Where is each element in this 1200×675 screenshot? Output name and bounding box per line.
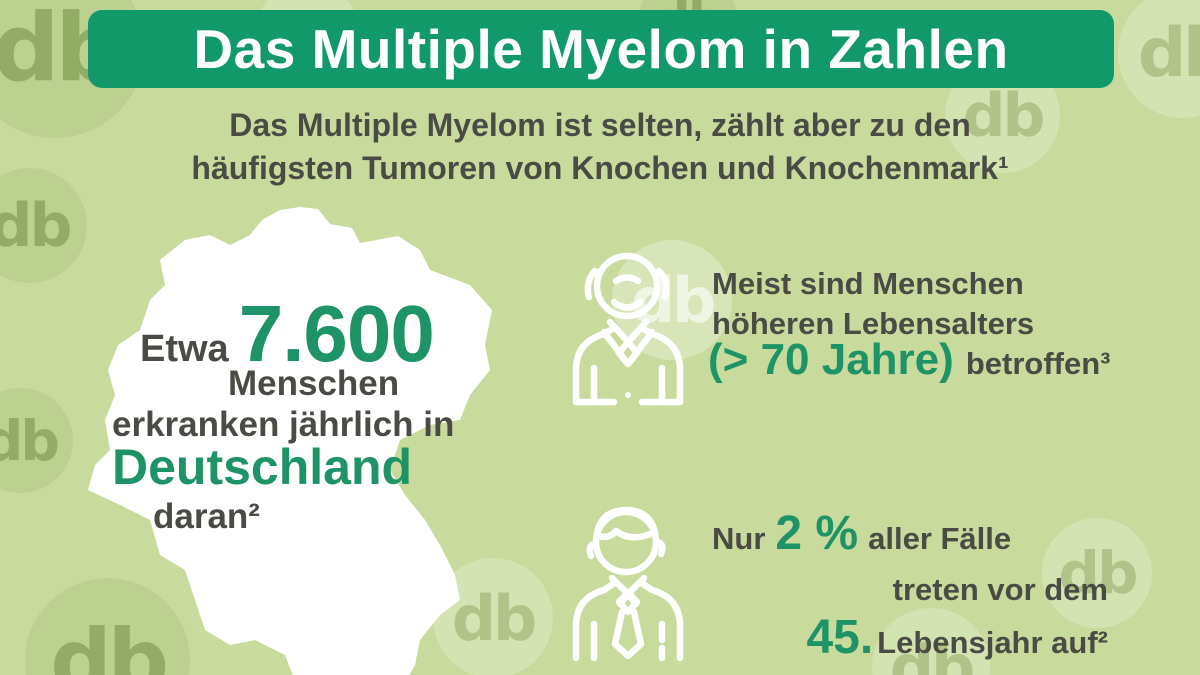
young-fact-line1: Nur 2 % aller Fälle — [712, 506, 1108, 561]
intro-line2: häufigsten Tumoren von Knochen und Knoch… — [191, 150, 1009, 186]
db-watermark-icon: db — [1118, 0, 1200, 118]
stat-prefix: Etwa — [140, 328, 229, 370]
young-prefix: Nur — [712, 521, 766, 556]
intro-text: Das Multiple Myelom ist selten, zählt ab… — [0, 104, 1200, 190]
db-watermark-icon: db — [0, 388, 73, 493]
age-fact-line3: (> 70 Jahre) betroffen³ — [708, 335, 1111, 384]
stat-line-menschen: Menschen — [228, 364, 400, 403]
young-highlight: 2 % — [775, 507, 859, 560]
age-fact-line1: Meist sind Menschen — [712, 266, 1024, 301]
young-line1-rest: aller Fälle — [868, 521, 1012, 556]
young-man-icon — [572, 506, 684, 662]
intro-line1: Das Multiple Myelom ist selten, zählt ab… — [229, 107, 971, 143]
age-suffix: betroffen³ — [965, 346, 1111, 381]
germany-map-icon — [88, 207, 492, 675]
age-fact-line2: höheren Lebensalters — [712, 306, 1035, 341]
young-line3-rest: Lebensjahr auf² — [877, 625, 1108, 660]
stat-suffix: daran² — [153, 497, 260, 536]
title-banner: Das Multiple Myelom in Zahlen — [88, 10, 1114, 88]
incidence-number: 7.600 — [238, 289, 435, 378]
young-fact-line2: treten vor dem — [892, 572, 1108, 607]
page-title: Das Multiple Myelom in Zahlen — [193, 18, 1009, 80]
young-fact-block: Nur 2 % aller Fälle treten vor dem 45. Le… — [712, 506, 1108, 665]
young-fact-line3: 45. Lebensjahr auf² — [712, 610, 1108, 665]
age-highlight: (> 70 Jahre) — [708, 335, 954, 384]
elderly-man-icon — [572, 252, 684, 406]
young-highlight2: 45. — [806, 611, 874, 664]
incidence-stat-row: Etwa 7.600 — [140, 288, 435, 380]
stat-country: Deutschland — [112, 439, 413, 495]
stat-line-erkranken: erkranken jährlich in — [112, 405, 455, 444]
